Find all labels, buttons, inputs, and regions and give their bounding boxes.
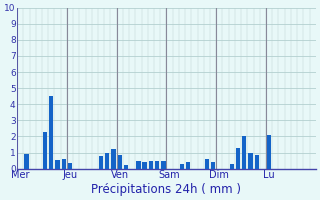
X-axis label: Précipitations 24h ( mm ): Précipitations 24h ( mm )	[92, 183, 242, 196]
Bar	[124, 165, 128, 169]
Bar	[211, 162, 215, 169]
Bar	[180, 164, 184, 169]
Bar	[254, 155, 259, 169]
Bar	[136, 161, 140, 169]
Bar	[242, 136, 246, 169]
Bar	[43, 132, 47, 169]
Bar	[61, 159, 66, 169]
Bar	[230, 164, 234, 169]
Bar	[155, 161, 159, 169]
Bar	[49, 96, 53, 169]
Bar	[236, 148, 240, 169]
Bar	[117, 155, 122, 169]
Bar	[105, 153, 109, 169]
Bar	[68, 163, 72, 169]
Bar	[186, 162, 190, 169]
Bar	[149, 161, 153, 169]
Bar	[161, 161, 165, 169]
Bar	[267, 135, 271, 169]
Bar	[24, 154, 28, 169]
Bar	[111, 149, 116, 169]
Bar	[55, 160, 60, 169]
Bar	[99, 156, 103, 169]
Bar	[248, 153, 253, 169]
Bar	[205, 159, 209, 169]
Bar	[142, 162, 147, 169]
